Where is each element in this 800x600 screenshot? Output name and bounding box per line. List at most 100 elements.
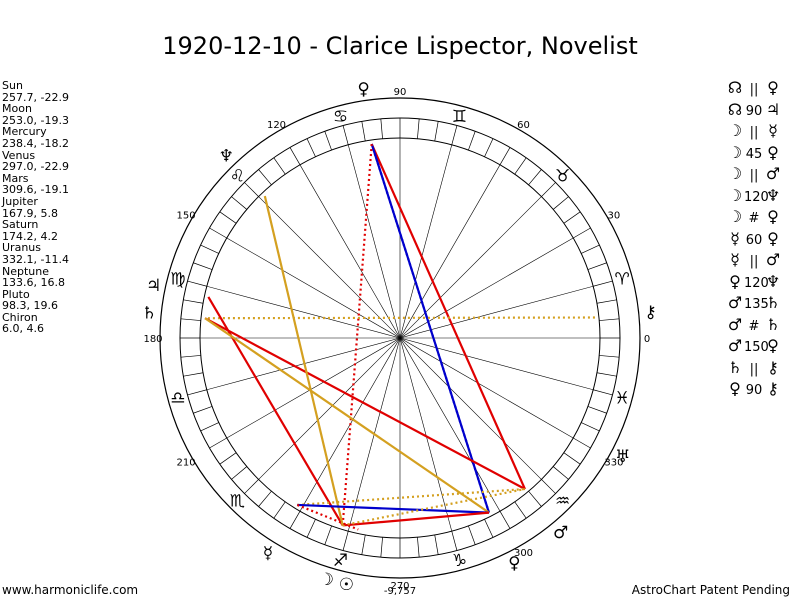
planet-name-sun: Sun [2, 79, 23, 92]
degree-tick [541, 479, 556, 494]
aspect-line [342, 487, 526, 527]
zodiac-sign: ♌ [230, 166, 245, 186]
degree-tick [596, 372, 617, 377]
degree-tick [434, 121, 439, 142]
aspect-symbol: 90 [745, 383, 763, 398]
degree-tick [180, 318, 201, 321]
aspect-row: ♂ 135♄ [726, 293, 782, 315]
zodiac-sign: ♏ [230, 492, 245, 512]
degree-tick [244, 479, 259, 494]
degree-tick [219, 211, 237, 224]
degree-tick [231, 466, 248, 480]
footer-website[interactable]: www.harmoniclife.com [2, 583, 139, 597]
aspect-planet-b: ☿ [768, 121, 778, 140]
chart-title: 1920-12-10 - Clarice Lispector, Novelist [162, 32, 638, 60]
planet-name-moon: Moon [2, 102, 32, 116]
aspect-planet-a: ♄ [727, 357, 743, 377]
planet-coords-sun: 257.7, -22.9 [2, 90, 69, 104]
degree-tick [468, 525, 476, 545]
degree-tick [587, 406, 607, 414]
planet-glyph-sun: ☉ [339, 575, 354, 595]
planet-name-chiron: Chiron [2, 310, 38, 324]
planet-glyph-chiron: ⚷ [644, 303, 656, 323]
aspect-planet-b: ♄ [765, 314, 781, 334]
degree-tick [180, 355, 201, 358]
degree-tick [306, 519, 316, 538]
aspect-planet-b: ♆ [765, 185, 781, 205]
degree-label: 60 [517, 120, 530, 131]
planet-name-saturn: Saturn [2, 218, 39, 232]
degree-tick [573, 437, 591, 449]
planet-coords-mars: 309.6, -19.1 [2, 183, 69, 197]
aspect-planet-a: ☽ [727, 185, 743, 205]
aspect-planet-a: ♂ [727, 293, 743, 312]
degree-tick [596, 299, 617, 304]
planet-name-pluto: Pluto [2, 287, 30, 301]
aspect-symbol: 45 [745, 146, 763, 162]
aspect-symbol: 90 [745, 103, 763, 119]
planet-coords-pluto: 98.3, 19.6 [2, 299, 58, 313]
degree-tick [209, 227, 227, 239]
aspect-row: ♀ 90 ⚷ [726, 379, 782, 401]
degree-tick [200, 422, 219, 432]
degree-tick [289, 511, 301, 529]
zodiac-sign: ♐ [333, 551, 348, 571]
degree-label: 30 [608, 211, 621, 222]
aspect-row: ☽ || ☿ [726, 121, 782, 143]
degree-label: 180 [143, 334, 162, 345]
degree-tick [342, 125, 349, 145]
degree-tick [599, 318, 620, 321]
aspect-symbol: 150 [744, 340, 769, 355]
aspect-line [370, 143, 526, 490]
degree-tick [324, 131, 332, 151]
aspect-row: ☿ 60 ♀ [726, 229, 782, 251]
zodiac-sign: ♉ [555, 166, 570, 186]
degree-tick [183, 299, 204, 304]
aspect-planet-b: ♀ [767, 142, 779, 162]
aspect-planet-a: ♂ [727, 336, 743, 355]
zodiac-sign: ♍ [170, 269, 185, 289]
aspect-row: ☽ # ♀ [726, 207, 782, 229]
aspect-symbol: || [749, 82, 759, 97]
planet-glyph-venus: ♀ [508, 554, 520, 574]
aspect-row: ♄ || ⚷ [726, 358, 782, 380]
degree-tick [306, 138, 316, 157]
degree-tick [380, 118, 383, 139]
aspect-planet-a: ☿ [730, 250, 740, 269]
aspect-symbol: # [748, 318, 760, 334]
aspect-row: ☽ || ♂ [726, 164, 782, 186]
degree-tick [200, 244, 219, 254]
degree-tick [417, 118, 420, 139]
planet-glyph-moon: ☽ [319, 570, 334, 590]
planet-glyph-saturn: ♄ [142, 304, 157, 324]
aspect-row: ☽ 45 ♀ [726, 143, 782, 165]
aspect-planet-b: ♀ [767, 78, 779, 97]
aspect-line [204, 317, 526, 490]
degree-tick [361, 534, 366, 555]
degree-tick [514, 157, 527, 175]
aspect-line [341, 143, 373, 526]
degree-tick [209, 437, 227, 449]
planet-name-venus: Venus [2, 148, 36, 162]
degree-tick [258, 169, 272, 186]
zodiac-sign: ♊ [452, 107, 467, 127]
aspect-planet-b: ♀ [767, 228, 779, 248]
degree-tick [587, 262, 607, 270]
planet-coords-chiron: 6.0, 4.6 [2, 322, 44, 336]
planet-coords-venus: 297.0, -22.9 [2, 160, 69, 174]
planet-glyph-mars: ♂ [553, 523, 568, 543]
aspect-planet-b: ♂ [765, 164, 781, 183]
degree-label: 330 [604, 458, 623, 469]
aspect-line [370, 143, 491, 513]
aspect-planet-a: ♀ [729, 379, 741, 398]
degree-tick [484, 519, 494, 538]
aspect-planet-a: ☽ [727, 164, 743, 183]
planet-coords-neptune: 133.6, 16.8 [2, 276, 65, 290]
aspect-planet-b: ♀ [767, 336, 779, 355]
outer-ring [159, 97, 641, 579]
zodiac-sign: ♓ [615, 389, 630, 409]
planet-coords-uranus: 332.1, -11.4 [2, 252, 69, 266]
planet-glyph-jupiter: ♃ [146, 276, 161, 296]
degree-tick [244, 182, 259, 197]
aspect-planet-b: ♆ [765, 271, 781, 291]
